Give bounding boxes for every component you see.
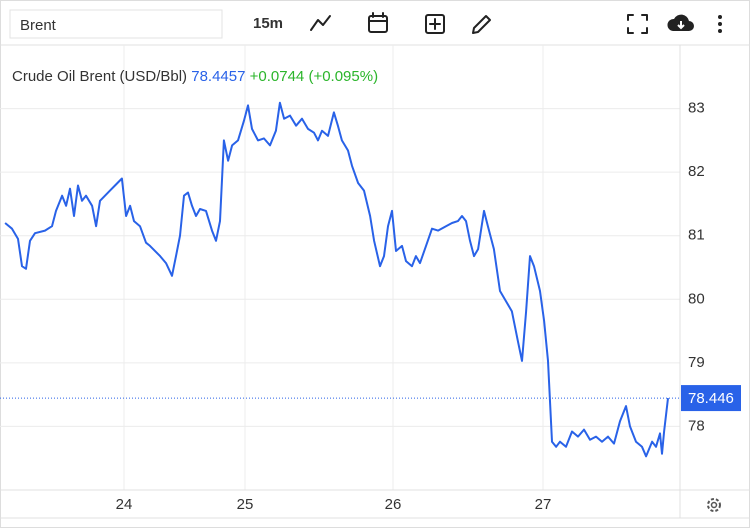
y-tick-label: 82 [688, 163, 705, 180]
settings-icon[interactable] [707, 498, 721, 512]
search-text: Brent [20, 17, 57, 34]
add-icon[interactable] [425, 14, 445, 34]
y-tick-label: 80 [688, 290, 705, 307]
change-pct: (+0.095%) [308, 68, 378, 85]
fullscreen-icon[interactable] [627, 14, 648, 34]
menu-icon[interactable] [718, 15, 722, 33]
draw-icon[interactable] [472, 15, 491, 34]
x-tick-label: 25 [237, 496, 254, 513]
y-tick-label: 81 [688, 227, 705, 244]
y-tick-label: 83 [688, 100, 705, 117]
current-price-label: 78.446 [688, 390, 734, 407]
y-tick-label: 79 [688, 354, 705, 371]
x-tick-label: 27 [535, 496, 552, 513]
chart-type-icon[interactable] [310, 15, 331, 31]
legend: Crude Oil Brent (USD/Bbl) 78.4457 +0.074… [12, 68, 378, 85]
calendar-icon[interactable] [368, 12, 388, 33]
search-box[interactable] [9, 9, 223, 39]
x-tick-label: 24 [116, 496, 133, 513]
interval[interactable]: 15m [253, 15, 283, 32]
price-line [4, 101, 669, 458]
y-tick-label: 78 [688, 417, 705, 434]
change: +0.0744 [250, 68, 305, 85]
current-price-badge [681, 385, 741, 412]
x-tick-label: 26 [385, 496, 402, 513]
download-icon[interactable] [667, 14, 694, 31]
plot [0, 45, 680, 490]
toolbar: Brent 15m [0, 9, 750, 46]
series-title: Crude Oil Brent (USD/Bbl) [12, 68, 187, 85]
price: 78.4457 [191, 68, 245, 85]
